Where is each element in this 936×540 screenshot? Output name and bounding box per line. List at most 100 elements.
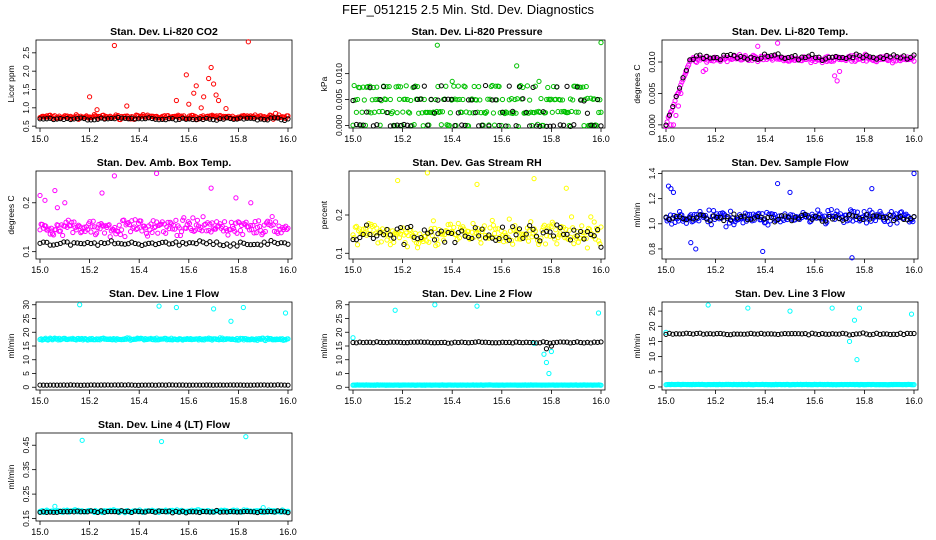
data-point	[443, 83, 449, 89]
data-point	[401, 241, 407, 248]
data-point	[234, 243, 240, 249]
data-point	[428, 229, 434, 235]
data-point	[428, 340, 434, 346]
data-point	[254, 117, 261, 123]
data-point	[506, 237, 512, 243]
data-point	[178, 229, 185, 235]
data-point	[596, 238, 602, 244]
data-point	[550, 123, 557, 129]
data-point	[564, 83, 570, 89]
data-point	[792, 53, 798, 59]
x-tick-label: 15.2	[394, 134, 412, 144]
data-point	[353, 223, 359, 229]
data-point	[118, 115, 125, 121]
data-point	[156, 117, 162, 123]
x-tick-label: 15.0	[344, 396, 362, 406]
data-point	[908, 330, 914, 337]
data-point	[523, 109, 529, 115]
panel-title: Stan. Dev. Line 4 (LT) Flow	[98, 419, 231, 431]
data-point	[911, 214, 917, 220]
data-point	[384, 84, 390, 90]
data-point	[47, 382, 53, 388]
data-point	[663, 329, 669, 335]
data-point	[538, 235, 544, 241]
data-point	[265, 508, 271, 514]
data-point	[544, 228, 550, 234]
data-point	[78, 230, 84, 236]
data-point	[578, 84, 584, 90]
data-point	[564, 339, 570, 345]
data-point	[94, 230, 100, 236]
y-axis-label: ml/min	[632, 333, 642, 358]
data-point	[580, 84, 586, 90]
x-tick-label: 15.8	[230, 265, 248, 275]
data-point	[731, 52, 737, 58]
data-point	[479, 122, 485, 128]
data-point	[105, 382, 111, 388]
data-point	[513, 232, 519, 238]
x-tick-label: 16.0	[905, 265, 923, 275]
data-point	[169, 382, 176, 388]
data-point	[95, 242, 101, 248]
data-point	[741, 213, 747, 219]
y-tick-label: 0	[334, 385, 344, 390]
data-point	[118, 241, 125, 247]
plot-frame	[661, 39, 919, 129]
series-2	[37, 238, 291, 249]
data-point	[559, 97, 566, 103]
data-point	[408, 97, 414, 104]
data-point	[217, 382, 223, 388]
x-tick-label: 15.8	[543, 265, 561, 275]
x-tick-label: 15.4	[756, 396, 774, 406]
data-point	[688, 240, 694, 246]
data-point	[203, 382, 210, 388]
data-point	[197, 509, 203, 515]
x-tick-label: 15.4	[130, 265, 148, 275]
data-point	[240, 304, 246, 311]
data-point	[275, 382, 281, 388]
data-point	[476, 84, 482, 90]
data-point	[391, 239, 397, 245]
data-point	[376, 109, 382, 115]
data-point	[84, 117, 91, 123]
data-point	[241, 509, 247, 515]
data-point	[156, 303, 162, 309]
data-point	[282, 509, 288, 515]
panel-title: Stan. Dev. Sample Flow	[731, 157, 849, 169]
data-point	[816, 54, 822, 60]
data-point	[499, 109, 506, 115]
data-point	[285, 509, 291, 516]
data-point	[40, 239, 46, 245]
data-point	[802, 211, 808, 218]
x-tick-label: 15.6	[493, 265, 511, 275]
data-point	[503, 339, 509, 346]
data-point	[489, 217, 495, 224]
data-point	[455, 339, 461, 346]
data-point	[142, 241, 148, 247]
data-point	[670, 331, 676, 337]
data-point	[173, 217, 179, 223]
data-point	[411, 339, 417, 345]
data-point	[401, 340, 407, 346]
data-point	[37, 116, 43, 122]
x-tick-label: 15.6	[180, 396, 198, 406]
data-point	[584, 95, 591, 101]
data-point	[530, 84, 536, 90]
data-point	[789, 218, 795, 224]
data-point	[366, 109, 372, 115]
data-point	[693, 215, 700, 221]
x-tick-label: 15.8	[230, 134, 248, 144]
data-point	[374, 225, 380, 231]
data-point	[67, 223, 74, 229]
data-point	[543, 359, 550, 366]
data-point	[758, 55, 764, 61]
data-point	[370, 340, 376, 346]
data-point	[437, 109, 443, 115]
data-point	[193, 241, 199, 247]
data-point	[408, 339, 414, 345]
data-point	[510, 108, 516, 114]
data-point	[553, 227, 559, 233]
y-tick-label: 30	[334, 300, 344, 310]
data-point	[772, 219, 778, 225]
data-point	[142, 509, 148, 515]
